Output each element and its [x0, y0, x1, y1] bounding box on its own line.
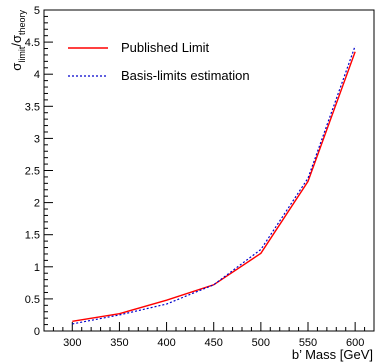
y-tick-label: 1	[34, 262, 40, 274]
x-axis-title: b’ Mass [GeV]	[292, 347, 373, 362]
y-tick-label: 2	[34, 198, 40, 210]
x-tick-labels: 300 350 400 450 500 550 600	[63, 337, 364, 349]
y-tick-label: 1.5	[25, 230, 40, 242]
legend-label-basis-limits-estimation: Basis-limits estimation	[121, 68, 250, 83]
y-axis-title-sub-limit: limit	[17, 46, 27, 62]
y-tick-label: 0	[34, 326, 40, 338]
y-axis-title-main: σ	[9, 63, 24, 71]
x-tick-label: 500	[252, 337, 270, 349]
y-tick-label: 3	[34, 133, 40, 145]
series-line-published-limit	[72, 51, 356, 323]
series-lines	[72, 45, 356, 325]
y-tick-label: 4.5	[25, 37, 40, 49]
x-tick-label: 350	[110, 337, 128, 349]
x-tick-label: 400	[157, 337, 175, 349]
x-tick-label: 300	[63, 337, 81, 349]
y-axis-title-sub-theory: theory	[17, 10, 27, 36]
x-tick-label: 600	[346, 337, 364, 349]
x-tick-label: 450	[205, 337, 223, 349]
y-axis-title: σlimit/σtheory	[9, 10, 27, 71]
y-tick-labels: 0 0.5 1 1.5 2 2.5 3 3.5 4 4.5 5	[25, 5, 40, 338]
legend: Published Limit Basis-limits estimation	[68, 40, 250, 83]
y-tick-label: 5	[34, 5, 40, 17]
y-tick-label: 0.5	[25, 294, 40, 306]
y-tick-label: 2.5	[25, 166, 40, 178]
series-line-basis-limits-estimation	[72, 45, 356, 325]
axis-ticks	[43, 9, 375, 332]
y-tick-label: 3.5	[25, 101, 40, 113]
y-axis-title-separator: /σ	[9, 35, 24, 47]
legend-label-published-limit: Published Limit	[121, 40, 210, 55]
plot-frame	[43, 9, 375, 332]
y-tick-label: 4	[34, 69, 40, 81]
x-tick-label: 550	[299, 337, 317, 349]
